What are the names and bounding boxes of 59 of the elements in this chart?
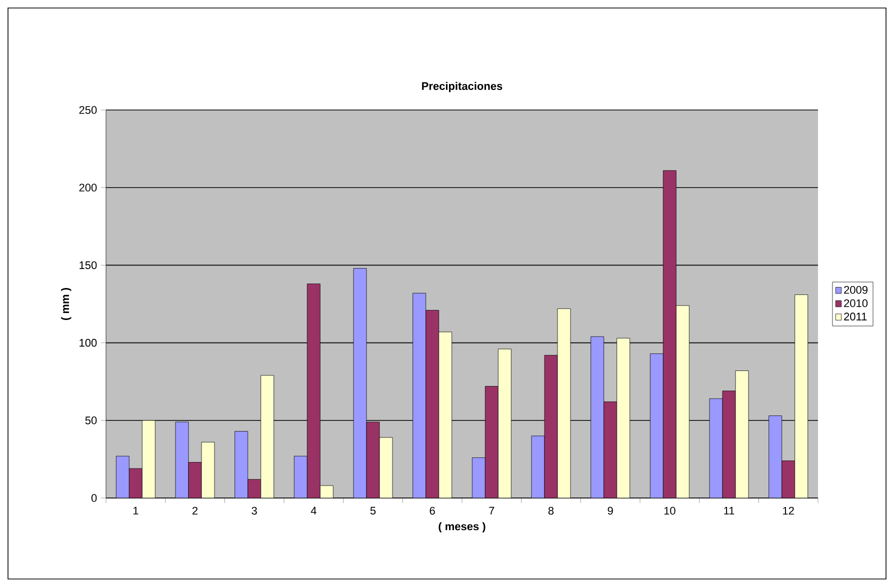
chart-title: Precipitaciones — [422, 82, 502, 92]
bar — [176, 422, 189, 498]
bar — [380, 437, 393, 498]
bar — [663, 170, 676, 498]
x-tick-label: 5 — [370, 506, 376, 515]
x-tick-label: 3 — [252, 506, 257, 515]
legend-label: 2010 — [844, 299, 868, 308]
bar — [472, 458, 486, 498]
bar — [722, 390, 736, 498]
bar — [438, 332, 452, 498]
x-tick-label: 12 — [783, 506, 794, 515]
bar — [354, 268, 367, 498]
bar — [142, 420, 156, 498]
x-tick-label: 11 — [724, 506, 734, 514]
bar — [129, 468, 142, 498]
x-tick-label: 9 — [608, 506, 613, 515]
x-tick-label: 8 — [548, 506, 554, 515]
y-tick-label: 100 — [80, 338, 97, 347]
legend-label: 2009 — [844, 286, 868, 294]
bar — [710, 398, 723, 498]
legend-label: 2011 — [844, 312, 867, 320]
bar — [604, 402, 617, 498]
bar — [558, 308, 571, 498]
y-tick-label: 50 — [85, 416, 97, 424]
x-tick-label: 7 — [489, 506, 494, 514]
bar — [307, 284, 320, 498]
bar — [248, 479, 261, 498]
x-tick-label: 4 — [310, 506, 316, 514]
bar — [485, 386, 498, 498]
bar — [768, 416, 782, 498]
bar — [188, 462, 202, 498]
x-tick-label: 10 — [664, 506, 676, 515]
bar — [544, 355, 558, 498]
bar — [498, 349, 512, 498]
x-tick-label: 6 — [430, 506, 435, 515]
y-tick-label: 250 — [79, 106, 97, 114]
bar — [676, 306, 690, 498]
bar — [590, 336, 604, 498]
y-tick-label: 200 — [79, 184, 97, 192]
bar — [532, 436, 545, 498]
bar — [260, 375, 274, 498]
bar — [782, 460, 796, 498]
y-tick-label: 0 — [91, 494, 97, 502]
bar — [650, 354, 664, 498]
bar — [202, 442, 215, 498]
x-tick-label: 2 — [192, 506, 198, 515]
bar — [116, 456, 130, 498]
x-tick-label: 1 — [133, 506, 138, 514]
bar — [736, 370, 749, 498]
bar — [366, 422, 380, 498]
x-axis-title: ( meses ) — [438, 522, 486, 532]
bar — [426, 310, 439, 498]
bar — [616, 338, 630, 498]
y-axis-title: ( mm ) — [61, 288, 72, 320]
bar — [412, 293, 426, 498]
bar — [294, 456, 308, 498]
bar — [234, 431, 248, 498]
y-tick-label: 150 — [80, 261, 97, 270]
bar — [794, 294, 808, 498]
